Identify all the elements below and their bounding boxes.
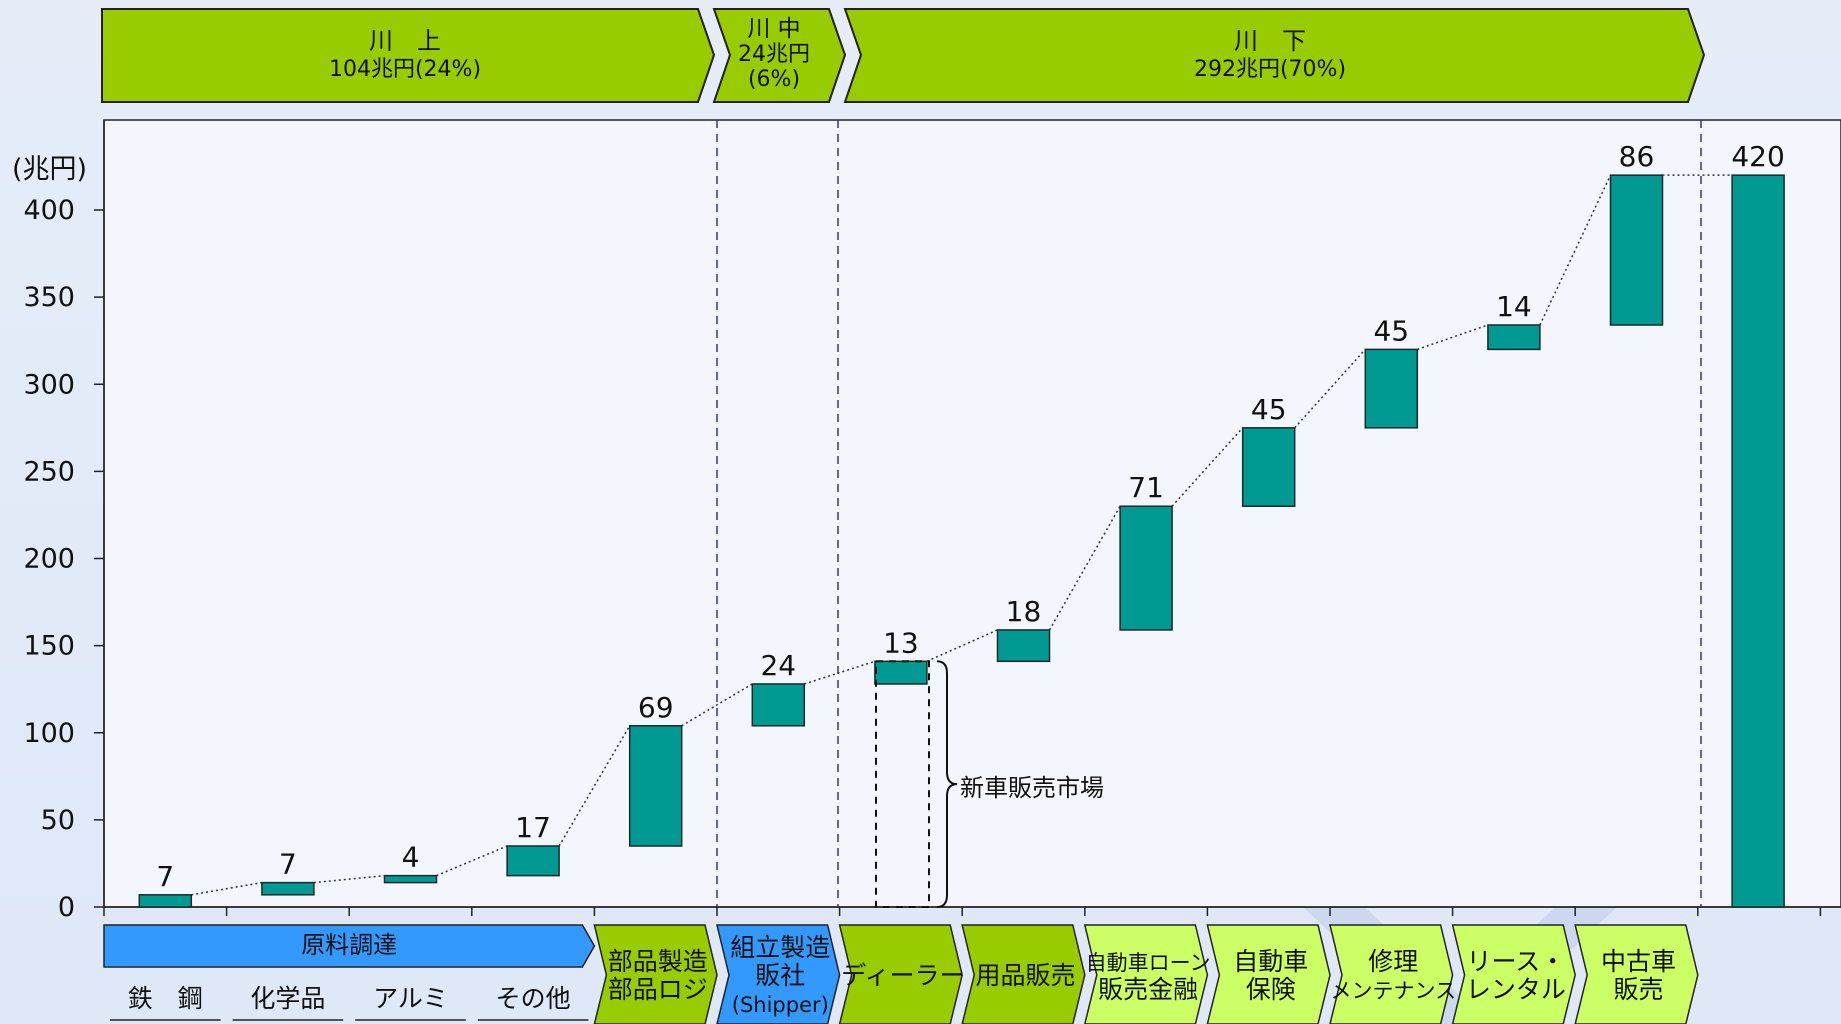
data-label: 24 [760,649,796,682]
data-label: 71 [1128,471,1164,504]
segment-midstream-name: 川 中 [747,16,800,42]
bar [1120,506,1172,630]
y-tick-label: 0 [58,892,75,923]
stage-label-line: 部品製造 [608,947,708,976]
stage-label-line: 部品ロジ [608,975,708,1004]
bar [875,661,927,684]
data-label: 14 [1496,290,1532,323]
raw-material-sublabel: アルミ [373,984,448,1013]
new-car-market-label: 新車販売市場 [960,774,1104,802]
y-tick-label: 50 [41,805,75,836]
bar [1732,175,1784,907]
data-label: 86 [1619,140,1655,173]
stage-label-line: 自動車 [1233,947,1308,976]
stage-label-line: 修理 [1368,947,1418,976]
bar [752,684,804,726]
stage-label-line: 中古車 [1601,947,1676,976]
data-label: 17 [515,811,551,844]
bar [262,883,314,895]
segment-upstream-value: 104兆円(24%) [329,57,481,82]
y-axis-unit: (兆円) [12,154,87,185]
segment-downstream-value: 292兆円(70%) [1194,57,1346,82]
stage-label-line: 保険 [1246,975,1296,1004]
bar [1243,428,1295,506]
y-axis: 0 50 100 150 200 250 300 350 400 [23,120,104,923]
data-label: 18 [1006,595,1042,628]
raw-material-sublabel: その他 [496,984,571,1013]
bar [507,846,559,876]
raw-materials-label: 原料調達 [301,931,397,959]
y-tick-label: 400 [23,195,75,226]
segment-downstream-arrow [845,9,1704,102]
y-tick-label: 200 [23,544,75,575]
stage-label-line: 組立製造 [730,933,830,962]
bar [139,895,191,907]
stage-label-line: 用品販売 [975,961,1075,990]
stage-label-line: (Shipper) [732,993,829,1017]
data-label: 7 [156,860,174,893]
data-label: 420 [1731,140,1784,173]
data-label: 45 [1251,393,1287,426]
bar [630,726,682,846]
segment-downstream-name: 川 下 [1234,27,1306,55]
data-label: 69 [638,691,674,724]
y-tick-label: 100 [23,718,75,749]
y-tick-label: 350 [23,282,75,313]
y-tick-label: 150 [23,631,75,662]
segment-upstream-arrow [102,9,714,102]
header-segments: 川 上 104兆円(24%) 川 中 24兆円 (6%) 川 下 292兆円(7… [102,9,1704,102]
raw-material-sublabel: 化学品 [250,984,325,1013]
stage-label-line: 販売金融 [1098,975,1198,1004]
bar [385,876,437,883]
bar [1488,325,1540,349]
stage-label-line: メンテナンス [1331,979,1457,1003]
segment-upstream-name: 川 上 [369,27,441,55]
data-label: 45 [1373,314,1409,347]
y-tick-label: 250 [23,456,75,487]
data-label: 4 [402,841,420,874]
bar [1365,349,1417,427]
stage-label-line: レンタル [1466,975,1566,1004]
stage-label-line: 販売 [1613,975,1663,1004]
bar [1611,175,1663,325]
data-label: 13 [883,626,919,659]
data-label: 7 [279,848,297,881]
bar [998,630,1050,661]
segment-midstream-value: 24兆円 [738,42,810,67]
segment-midstream-share: (6%) [748,67,800,92]
stage-label-line: 自動車ローン [1086,951,1211,975]
stage-label-line: リース・ [1467,947,1566,976]
raw-material-sublabel: 鉄 鋼 [128,984,203,1013]
stage-label-line: ディーラー [841,961,964,990]
y-tick-label: 300 [23,369,75,400]
stage-label-line: 販社 [755,961,805,990]
